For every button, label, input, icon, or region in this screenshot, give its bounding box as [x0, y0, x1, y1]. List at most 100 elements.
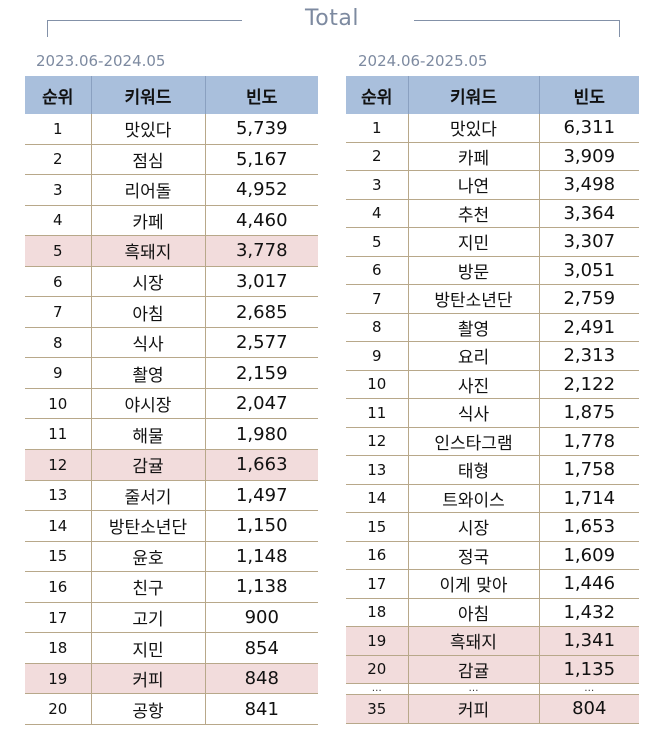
rank-cell: 5	[25, 235, 92, 267]
frequency-cell: 1,497	[205, 480, 318, 512]
frequency-cell: 1,875	[539, 398, 639, 428]
table-row: 18 지민 854	[25, 632, 318, 664]
rank-cell: 16	[25, 571, 92, 603]
table-row: 5 흑돼지 3,778	[25, 235, 318, 267]
rank-cell: 11	[25, 418, 92, 451]
table-row: 1 맛있다 6,311	[346, 114, 639, 143]
rank-cell: 6	[25, 266, 92, 298]
table-row: 10 야시장 2,047	[25, 388, 318, 420]
table-row: 12 인스타그램 1,778	[346, 427, 639, 456]
table-row: 35 커피 804	[346, 694, 639, 724]
rank-cell: 13	[346, 455, 409, 485]
table-row: 15 윤호 1,148	[25, 541, 318, 573]
rank-cell: 14	[25, 510, 92, 542]
frequency-cell: 1,341	[539, 626, 639, 656]
keyword-cell: 방탄소년단	[91, 510, 206, 542]
keyword-cell: 맛있다	[91, 114, 206, 145]
ellipsis-row: ………	[346, 683, 639, 695]
title-bracket-left	[47, 20, 242, 37]
table-row: 13 줄서기 1,497	[25, 480, 318, 512]
keyword-cell: 식사	[408, 398, 540, 428]
table-row: 16 정국 1,609	[346, 541, 639, 570]
table-row: 17 고기 900	[25, 602, 318, 634]
rank-cell: 8	[25, 327, 92, 359]
keyword-cell: 태형	[408, 455, 540, 485]
keyword-cell: 시장	[408, 512, 540, 542]
keyword-cell: 촬영	[408, 313, 540, 342]
keyword-cell: …	[408, 683, 540, 695]
frequency-cell: 3,778	[205, 235, 318, 267]
keyword-cell: 공항	[91, 693, 206, 725]
header-keyword: 키워드	[91, 76, 206, 114]
header-rank: 순위	[346, 76, 409, 114]
table-row: 20 공항 841	[25, 693, 318, 725]
rank-cell: 17	[346, 569, 409, 599]
keyword-cell: 인스타그램	[408, 427, 540, 456]
header-rank: 순위	[25, 76, 92, 114]
keyword-cell: 식사	[91, 327, 206, 359]
frequency-cell: 1,653	[539, 512, 639, 542]
table-row: 6 시장 3,017	[25, 266, 318, 298]
table-row: 2 점심 5,167	[25, 144, 318, 176]
frequency-cell: …	[539, 683, 639, 695]
table-row: 19 커피 848	[25, 663, 318, 695]
table-row: 16 친구 1,138	[25, 571, 318, 603]
rank-cell: 4	[346, 199, 409, 228]
rank-cell: 5	[346, 227, 409, 257]
keyword-cell: 점심	[91, 144, 206, 176]
keyword-cell: 방탄소년단	[408, 284, 540, 314]
frequency-cell: 1,135	[539, 655, 639, 684]
table-row: 7 아침 2,685	[25, 296, 318, 328]
frequency-cell: 2,491	[539, 313, 639, 342]
frequency-cell: 3,051	[539, 256, 639, 285]
table-row: 3 리어돌 4,952	[25, 174, 318, 206]
title-bracket-right	[414, 20, 620, 37]
frequency-cell: 854	[205, 632, 318, 664]
frequency-cell: 2,577	[205, 327, 318, 359]
header-keyword: 키워드	[408, 76, 540, 114]
keyword-cell: 추천	[408, 199, 540, 228]
table-row: 11 식사 1,875	[346, 398, 639, 428]
rank-cell: 16	[346, 541, 409, 570]
keyword-cell: 지민	[408, 227, 540, 257]
left-keyword-table: 순위 키워드 빈도 1 맛있다 5,739 2 점심 5,167 3 리어돌 4,952 4 카페 4…	[25, 76, 318, 725]
keyword-cell: 흑돼지	[408, 626, 540, 656]
frequency-cell: 1,714	[539, 484, 639, 513]
frequency-cell: 2,759	[539, 284, 639, 314]
table-row: 8 촬영 2,491	[346, 313, 639, 342]
table-row: 15 시장 1,653	[346, 512, 639, 542]
header-frequency: 빈도	[539, 76, 639, 114]
keyword-cell: 맛있다	[408, 114, 540, 143]
table-row: 14 방탄소년단 1,150	[25, 510, 318, 542]
rank-cell: 9	[346, 341, 409, 371]
frequency-cell: 1,138	[205, 571, 318, 603]
table-row: 8 식사 2,577	[25, 327, 318, 359]
frequency-cell: 6,311	[539, 114, 639, 143]
table-row: 4 추천 3,364	[346, 199, 639, 228]
frequency-cell: 1,148	[205, 541, 318, 573]
table-row: 10 사진 2,122	[346, 370, 639, 399]
table-header-row: 순위 키워드 빈도	[25, 76, 318, 114]
rank-cell: 8	[346, 313, 409, 342]
keyword-cell: 이게 맞아	[408, 569, 540, 599]
rank-cell: 20	[25, 693, 92, 725]
keyword-cell: 감귤	[408, 655, 540, 684]
rank-cell: 1	[346, 114, 409, 143]
frequency-cell: 1,663	[205, 449, 318, 481]
frequency-cell: 5,739	[205, 114, 318, 145]
frequency-cell: 5,167	[205, 144, 318, 176]
rank-cell: 20	[346, 655, 409, 684]
table-row: 9 촬영 2,159	[25, 357, 318, 389]
frequency-cell: 900	[205, 602, 318, 634]
table-row: 17 이게 맞아 1,446	[346, 569, 639, 599]
rank-cell: 10	[25, 388, 92, 420]
rank-cell: 35	[346, 694, 409, 724]
rank-cell: 18	[346, 598, 409, 627]
rank-cell: 3	[25, 174, 92, 206]
frequency-cell: 1,432	[539, 598, 639, 627]
keyword-cell: 정국	[408, 541, 540, 570]
frequency-cell: 2,313	[539, 341, 639, 371]
keyword-cell: 사진	[408, 370, 540, 399]
keyword-cell: 커피	[408, 694, 540, 724]
rank-cell: 15	[346, 512, 409, 542]
